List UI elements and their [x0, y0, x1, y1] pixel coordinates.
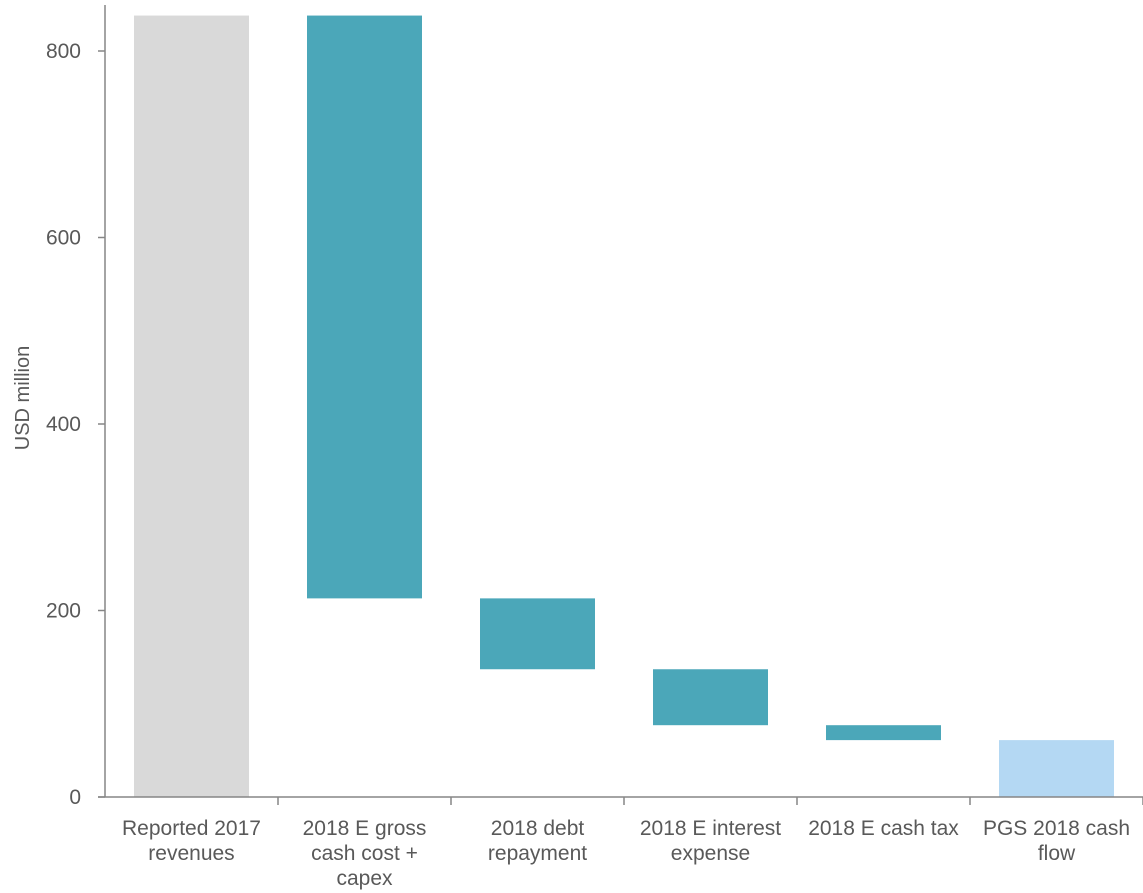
- x-category-label: 2018 debt repayment: [488, 817, 587, 865]
- bar-decrease: [480, 598, 595, 670]
- x-category-label: 2018 E interest expense: [640, 817, 781, 865]
- x-category-label: PGS 2018 cash flow: [983, 817, 1130, 865]
- bar-decrease: [653, 669, 768, 726]
- axes: [98, 5, 1143, 798]
- bar-decrease: [826, 725, 941, 741]
- x-category-label: Reported 2017 revenues: [122, 817, 261, 865]
- y-tick-label: 200: [46, 600, 81, 623]
- x-category-label: 2018 E cash tax: [808, 817, 959, 840]
- bars: [134, 15, 1114, 797]
- y-tick-label: 0: [69, 786, 81, 809]
- y-tick-label: 400: [46, 413, 81, 436]
- y-axis-title: USD million: [12, 346, 34, 450]
- bar-result: [999, 740, 1114, 797]
- bar-total: [134, 15, 249, 797]
- y-ticks: 0 200 400 600 800: [46, 40, 105, 809]
- x-categories: Reported 2017 revenues 2018 E gross cash co…: [122, 797, 1143, 890]
- x-category-label: 2018 E gross cash cost + capex: [303, 817, 427, 890]
- y-tick-label: 600: [46, 227, 81, 250]
- y-tick-label: 800: [46, 40, 81, 63]
- bar-decrease: [307, 15, 422, 599]
